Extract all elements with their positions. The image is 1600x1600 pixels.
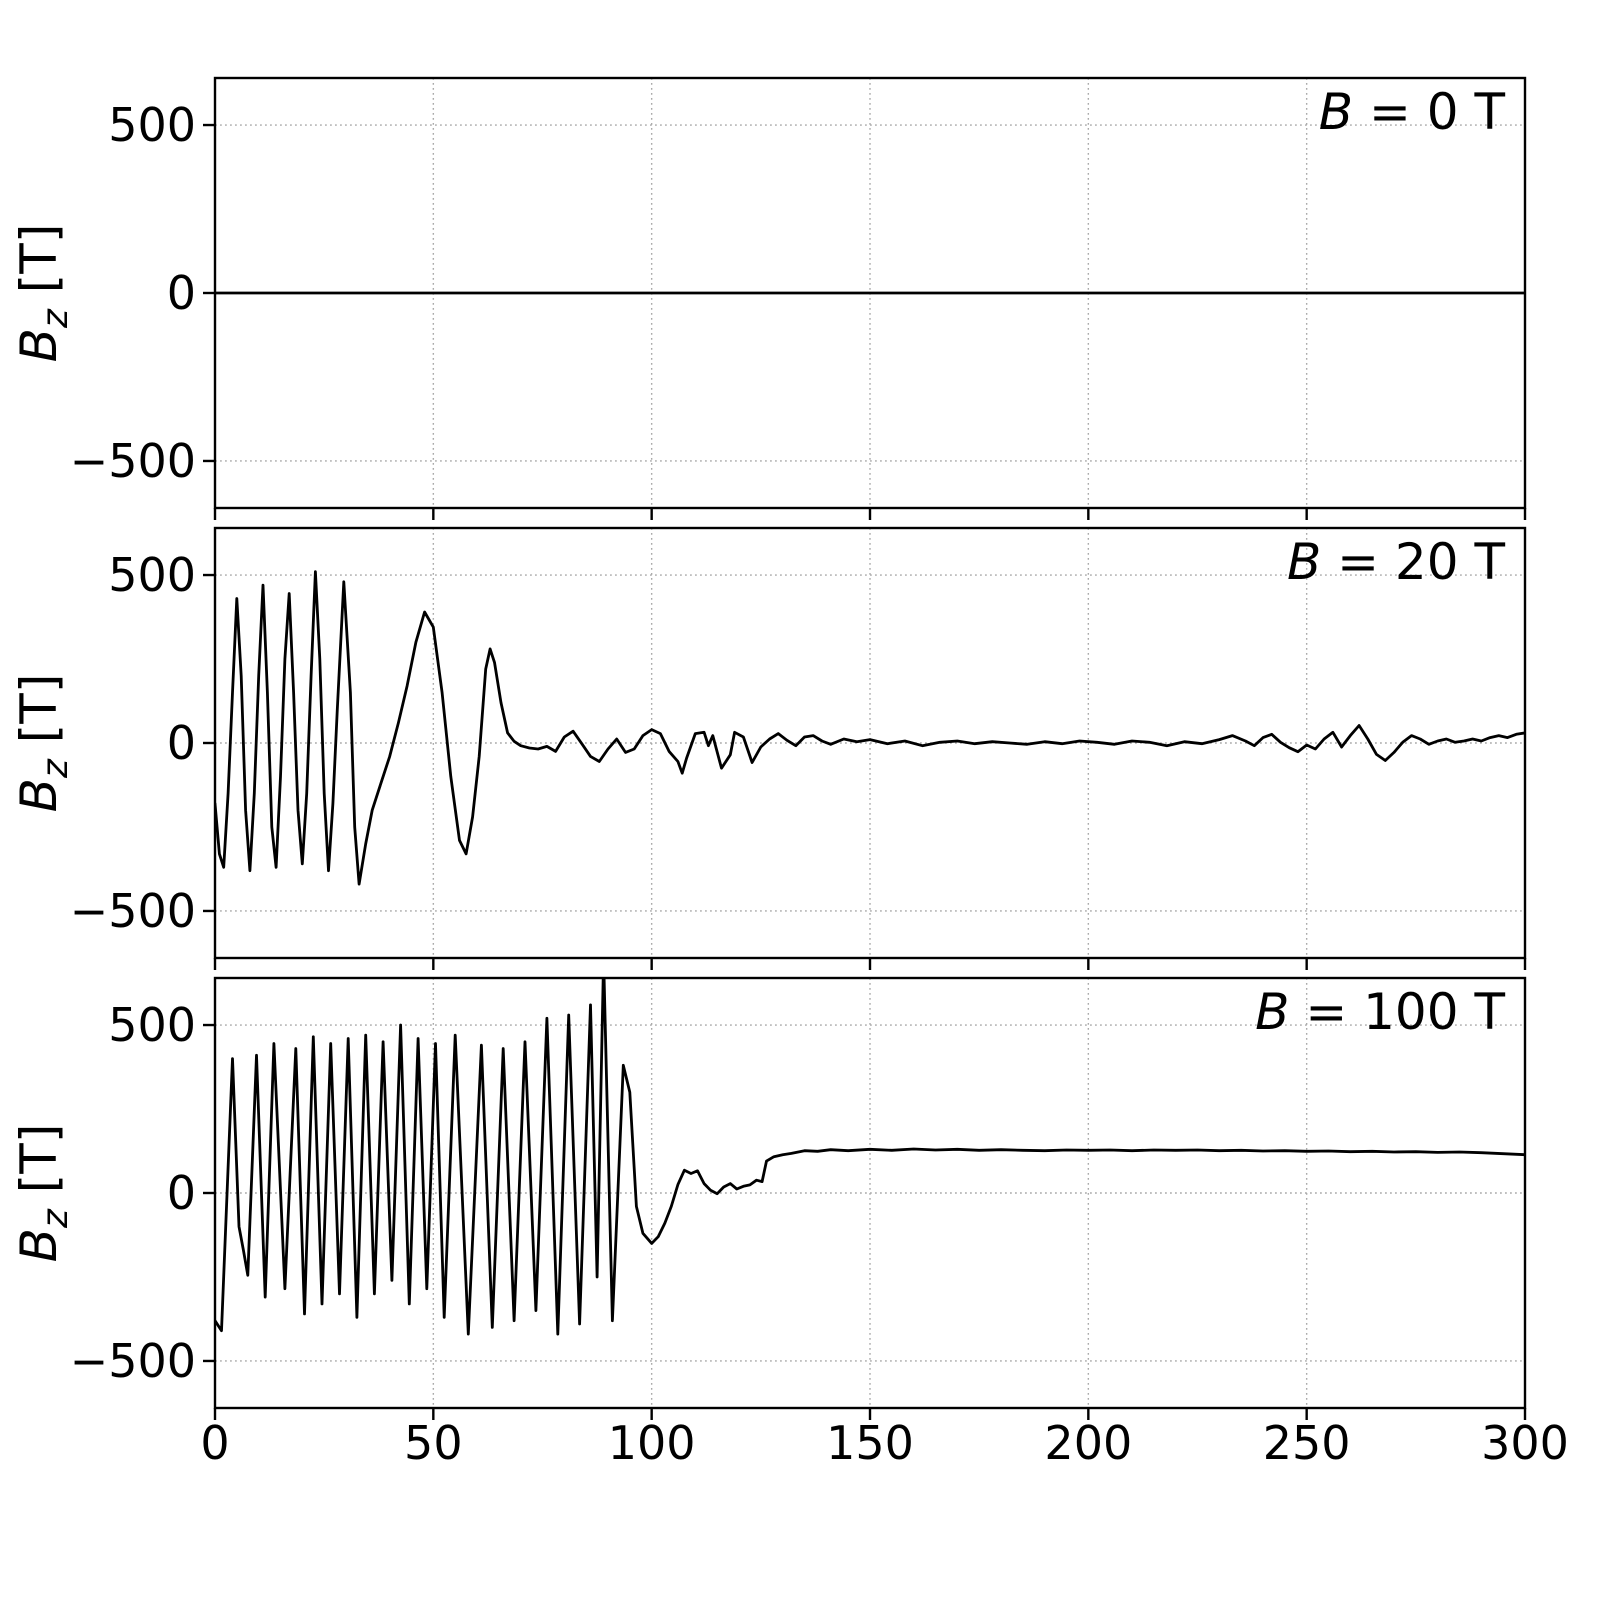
data-line — [215, 570, 1525, 886]
y-tick-label: 500 — [108, 98, 196, 153]
panel-b-0t: Bz [T] B = 0 T 500 0 −500 — [0, 76, 1600, 520]
y-tick-label: 0 — [166, 716, 196, 770]
y-tick-label: −500 — [69, 433, 196, 488]
axes-border — [213, 526, 1527, 960]
plot-area-0 — [203, 76, 1527, 520]
y-tick-label: −500 — [69, 883, 196, 938]
y-axis-label-symbol: B — [10, 328, 68, 363]
y-tick-label: 0 — [166, 1166, 196, 1220]
field-annotation-2: B = 100 T — [1255, 983, 1505, 1042]
plot-area-1 — [203, 526, 1527, 970]
field-annotation-0: B = 0 T — [1318, 83, 1505, 142]
x-tick-label: 300 — [1481, 1416, 1569, 1470]
y-tick-label: 500 — [108, 998, 196, 1053]
x-tick-label: 150 — [826, 1416, 914, 1470]
field-annotation-0-symbol: B — [1318, 83, 1354, 141]
field-annotation-0-value: = 0 T — [1353, 83, 1505, 141]
field-annotation-1-value: = 20 T — [1321, 533, 1505, 591]
x-tick-label: 50 — [404, 1416, 463, 1470]
plot-area-2 — [203, 976, 1527, 1420]
y-axis-label-symbol: B — [10, 1228, 68, 1263]
field-annotation-2-value: = 100 T — [1289, 983, 1505, 1041]
field-annotation-1: B = 20 T — [1286, 533, 1505, 592]
x-tick-label: 100 — [607, 1416, 696, 1470]
axes-border — [213, 76, 1527, 510]
y-tick-label: −500 — [69, 1333, 196, 1388]
x-tick-label: 0 — [200, 1416, 230, 1470]
y-axis-label-symbol: B — [10, 778, 68, 813]
field-annotation-1-symbol: B — [1286, 533, 1322, 591]
field-annotation-2-symbol: B — [1255, 983, 1290, 1041]
x-axis-labels: 0 50 100 150 200 250 300 — [0, 1420, 1600, 1490]
x-tick-label: 200 — [1044, 1416, 1133, 1470]
panel-b-20t: Bz [T] B = 20 T 500 0 −500 — [0, 526, 1600, 970]
panel-b-100t: Bz [T] B = 100 T 500 0 −500 — [0, 976, 1600, 1420]
y-tick-label: 0 — [166, 266, 196, 320]
data-line — [215, 978, 1525, 1336]
y-tick-label: 500 — [108, 548, 196, 603]
axes-border — [213, 976, 1527, 1410]
x-tick-label: 250 — [1262, 1416, 1351, 1470]
